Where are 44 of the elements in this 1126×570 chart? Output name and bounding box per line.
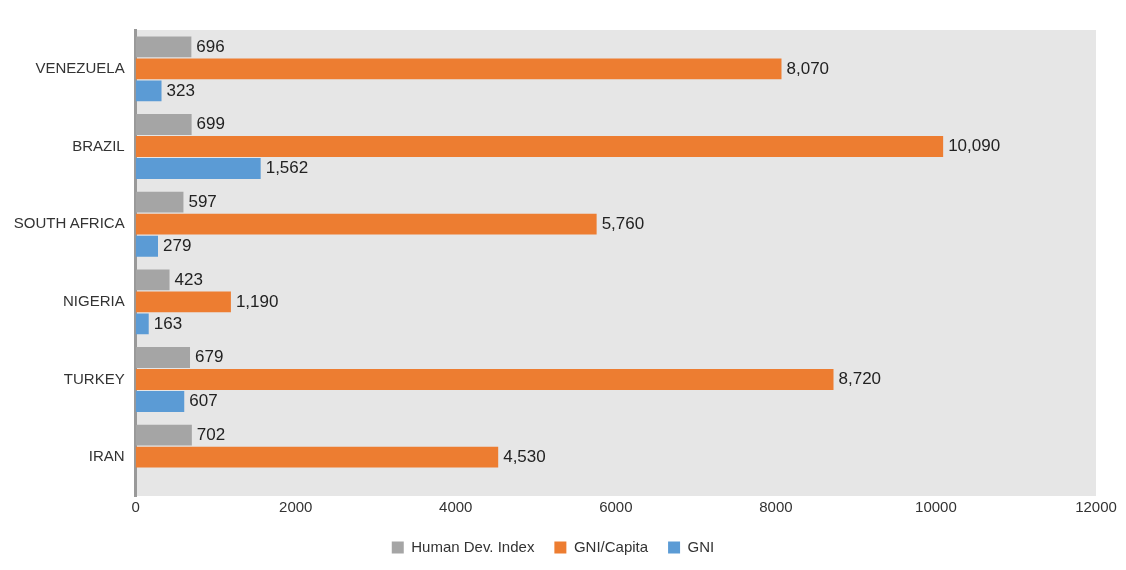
bar <box>135 369 834 390</box>
legend-label: Human Dev. Index <box>411 537 535 555</box>
bar <box>135 313 149 335</box>
x-tick-label: 2000 <box>279 498 313 516</box>
y-tick-label: TURKEY <box>63 369 125 387</box>
bar <box>135 235 158 257</box>
data-label: 699 <box>196 114 225 134</box>
y-tick-label: BRAZIL <box>72 136 125 154</box>
bar <box>135 80 162 102</box>
data-label: 8,070 <box>786 58 830 78</box>
data-label: 1,562 <box>265 158 309 178</box>
data-label: 323 <box>166 80 195 100</box>
bar <box>135 291 231 313</box>
bar <box>135 58 782 80</box>
y-tick-label: IRAN <box>88 447 125 465</box>
bar <box>135 136 944 157</box>
y-tick-label: NIGERIA <box>62 291 125 309</box>
bar <box>135 158 261 179</box>
x-tick-label: 8000 <box>759 498 793 516</box>
x-tick-label: 6000 <box>599 498 633 516</box>
y-tick-label: SOUTH AFRICA <box>13 214 125 232</box>
x-tick-label: 10000 <box>915 498 957 516</box>
y-tick-label: VENEZUELA <box>35 58 125 76</box>
bar <box>135 213 597 235</box>
data-label: 4,530 <box>503 446 546 466</box>
legend-label: GNI/Capita <box>573 537 649 555</box>
data-label: 10,090 <box>948 136 1001 156</box>
data-label: 696 <box>196 36 225 56</box>
data-label: 597 <box>188 191 217 211</box>
bar <box>135 391 185 412</box>
legend-label: GNI <box>687 537 715 555</box>
data-label: 1,190 <box>235 291 279 311</box>
data-label: 163 <box>153 313 183 333</box>
data-label: 279 <box>163 235 192 255</box>
x-tick-label: 12000 <box>1075 498 1117 516</box>
data-label: 8,720 <box>838 369 882 389</box>
data-label: 702 <box>196 424 226 444</box>
x-tick-label: 0 <box>131 498 140 516</box>
data-label: 679 <box>195 347 224 367</box>
x-tick-label: 4000 <box>439 498 473 516</box>
data-label: 5,760 <box>601 213 645 233</box>
data-label: 607 <box>189 391 218 411</box>
data-label: 423 <box>174 269 203 289</box>
bar <box>135 446 499 468</box>
